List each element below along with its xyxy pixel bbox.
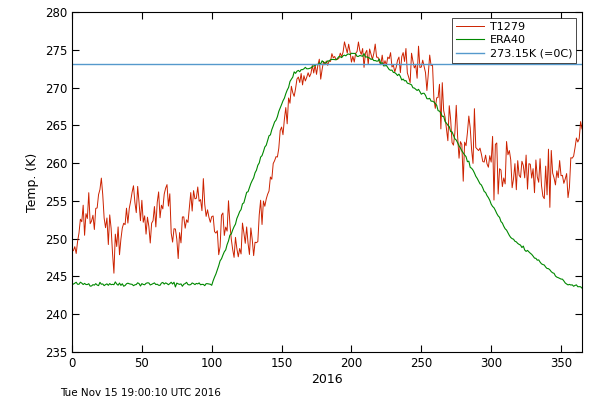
273.15K (=0C): [70, 61, 77, 66]
ERA40: [119, 281, 126, 286]
ERA40: [578, 286, 586, 290]
ERA40: [68, 281, 76, 286]
T1279: [346, 50, 353, 54]
T1279: [68, 249, 76, 254]
Text: Tue Nov 15 19:00:10 UTC 2016: Tue Nov 15 19:00:10 UTC 2016: [60, 388, 221, 398]
ERA40: [447, 129, 454, 134]
T1279: [421, 64, 428, 69]
T1279: [110, 271, 118, 276]
ERA40: [344, 52, 351, 57]
Line: ERA40: ERA40: [72, 53, 582, 288]
Y-axis label: Temp. (K): Temp. (K): [26, 152, 39, 212]
T1279: [448, 140, 455, 145]
273.15K (=0C): [68, 61, 76, 66]
T1279: [341, 40, 348, 44]
ERA40: [348, 51, 355, 56]
T1279: [157, 215, 164, 220]
T1279: [578, 126, 586, 131]
ERA40: [419, 91, 427, 96]
T1279: [120, 221, 127, 226]
Legend: T1279, ERA40, 273.15K (=0C): T1279, ERA40, 273.15K (=0C): [452, 18, 577, 63]
ERA40: [155, 283, 162, 288]
T1279: [175, 256, 182, 261]
ERA40: [173, 281, 181, 286]
X-axis label: 2016: 2016: [311, 373, 343, 386]
Line: T1279: T1279: [72, 42, 582, 273]
